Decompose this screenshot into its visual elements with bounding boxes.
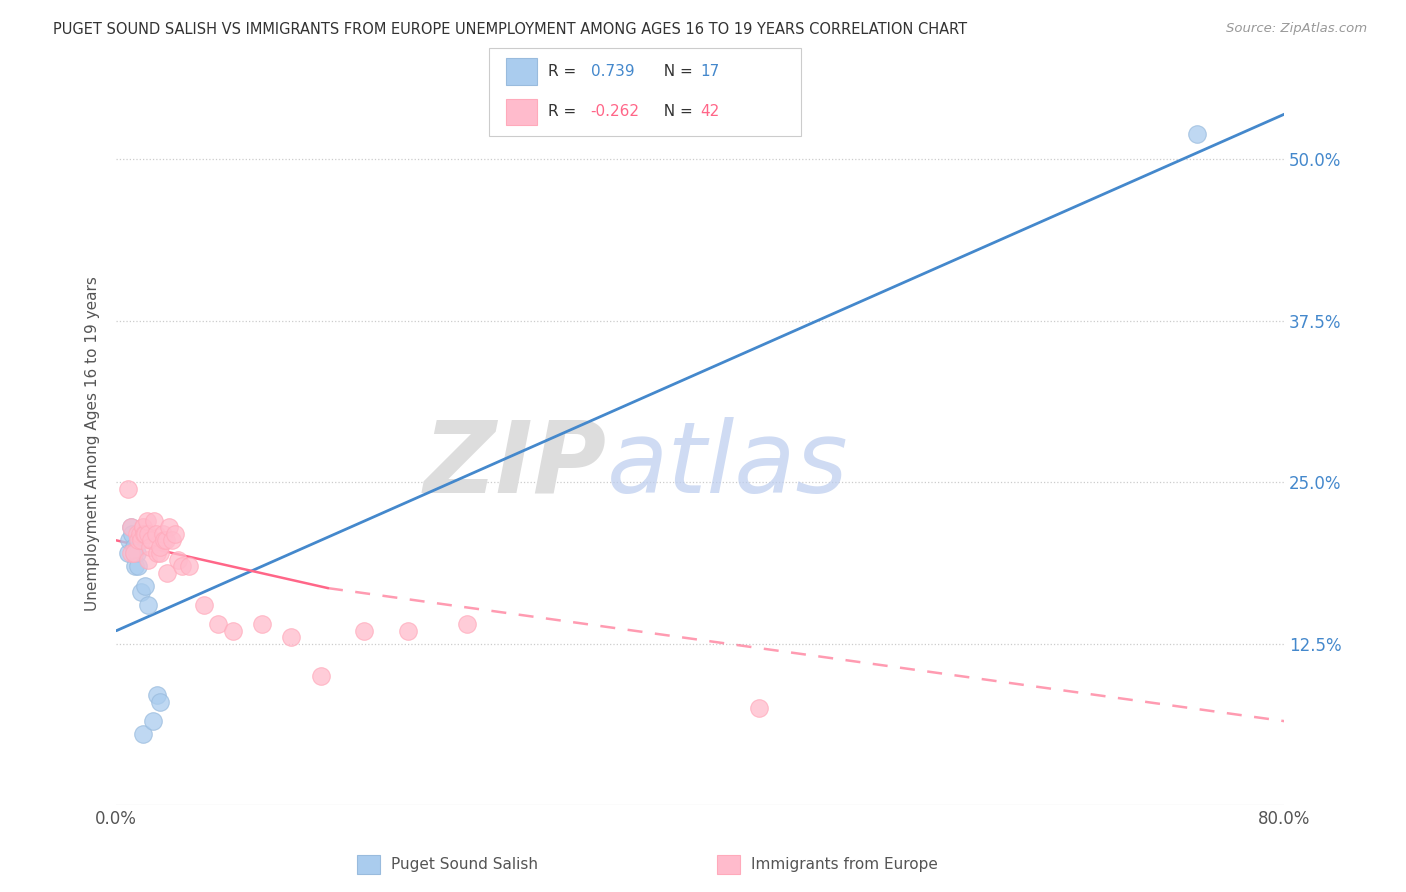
Point <box>122 546 145 560</box>
Point <box>156 566 179 580</box>
Point <box>127 559 149 574</box>
Point <box>138 552 160 566</box>
Y-axis label: Unemployment Among Ages 16 to 19 years: Unemployment Among Ages 16 to 19 years <box>86 276 100 611</box>
Point <box>152 527 174 541</box>
Text: 17: 17 <box>700 64 720 79</box>
Text: Immigrants from Europe: Immigrants from Europe <box>751 857 938 871</box>
Point <box>127 533 149 548</box>
Text: atlas: atlas <box>607 417 848 514</box>
Point <box>131 727 153 741</box>
Point <box>129 533 152 548</box>
Point <box>149 695 172 709</box>
Point <box>456 617 478 632</box>
Point <box>125 527 148 541</box>
Point <box>120 520 142 534</box>
Point <box>149 546 172 560</box>
Text: ZIP: ZIP <box>423 417 607 514</box>
Point <box>160 533 183 548</box>
Point <box>131 520 153 534</box>
Point <box>157 520 180 534</box>
Text: 0.739: 0.739 <box>591 64 634 79</box>
Point <box>122 540 145 554</box>
Point <box>131 520 153 534</box>
Text: R =: R = <box>548 64 582 79</box>
Point <box>146 688 169 702</box>
Point <box>128 527 150 541</box>
Point <box>155 533 177 548</box>
Point <box>222 624 245 638</box>
Point <box>280 630 302 644</box>
Point <box>125 546 148 560</box>
Point <box>145 527 167 541</box>
Point <box>142 714 165 728</box>
Text: 42: 42 <box>700 104 720 120</box>
Point <box>146 546 169 560</box>
Point <box>179 559 201 574</box>
Point <box>143 514 166 528</box>
Point <box>163 527 186 541</box>
Point <box>139 540 162 554</box>
Text: Source: ZipAtlas.com: Source: ZipAtlas.com <box>1226 22 1367 36</box>
Text: N =: N = <box>654 104 697 120</box>
Text: -0.262: -0.262 <box>591 104 640 120</box>
Point <box>149 540 172 554</box>
Point <box>118 533 141 548</box>
Text: R =: R = <box>548 104 582 120</box>
Point <box>122 546 145 560</box>
Text: PUGET SOUND SALISH VS IMMIGRANTS FROM EUROPE UNEMPLOYMENT AMONG AGES 16 TO 19 YE: PUGET SOUND SALISH VS IMMIGRANTS FROM EU… <box>53 22 967 37</box>
Point <box>138 527 160 541</box>
Point <box>309 669 332 683</box>
Point <box>353 624 375 638</box>
Point <box>748 701 770 715</box>
Point <box>1185 127 1208 141</box>
Point <box>117 546 139 560</box>
Point <box>141 533 163 548</box>
Point <box>252 617 274 632</box>
Point <box>120 520 142 534</box>
Point <box>170 559 193 574</box>
Text: N =: N = <box>654 64 697 79</box>
Point <box>193 598 215 612</box>
Point <box>138 598 160 612</box>
Point <box>134 578 156 592</box>
Point <box>166 552 188 566</box>
Point <box>207 617 229 632</box>
Point <box>396 624 419 638</box>
Point <box>153 533 176 548</box>
Point <box>117 482 139 496</box>
Point <box>121 527 143 541</box>
Point <box>136 514 159 528</box>
Point <box>134 527 156 541</box>
Point <box>120 546 142 560</box>
Point <box>129 585 152 599</box>
Point <box>124 559 146 574</box>
Text: Puget Sound Salish: Puget Sound Salish <box>391 857 538 871</box>
Point <box>132 527 155 541</box>
